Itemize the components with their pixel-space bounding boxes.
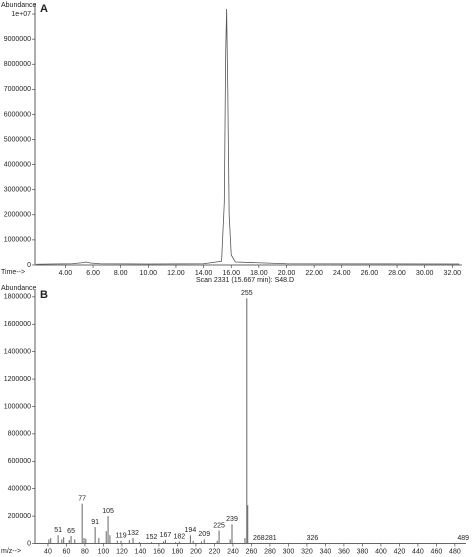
x-tick-label: 200 — [190, 548, 202, 555]
y-tick-label: 6000000 — [4, 111, 31, 118]
y-axis-label: Abundance — [1, 285, 37, 292]
y-tick-label: 7000000 — [4, 86, 31, 93]
x-tick-label: 140 — [135, 548, 147, 555]
x-tick-label: 320 — [301, 548, 313, 555]
y-tick-label: 3000000 — [4, 187, 31, 194]
chromatogram-line — [36, 9, 460, 265]
x-axis-label: m/z--> — [1, 548, 21, 555]
y-tick-label: 5000000 — [4, 136, 31, 143]
y-tick-label: 600000 — [8, 458, 31, 465]
peak-label: 132 — [127, 530, 139, 537]
peak-label: 326 — [307, 535, 319, 542]
x-tick-label: 32.00 — [444, 270, 462, 277]
x-tick-label: 40 — [44, 548, 52, 555]
x-tick-label: 8.00 — [114, 270, 128, 277]
x-tick-label: 28.00 — [388, 270, 406, 277]
x-tick-label: 80 — [81, 548, 89, 555]
y-tick-label: 800000 — [8, 431, 31, 438]
y-axis-label: Abundance — [1, 2, 37, 9]
peak-label: 239 — [226, 516, 238, 523]
peak-label: 77 — [78, 496, 86, 503]
peak-label: 119 — [115, 533, 126, 540]
x-tick-label: 120 — [116, 548, 128, 555]
y-tick-label: 0 — [27, 262, 31, 269]
peak-label: 281 — [265, 535, 277, 542]
peak-label: 225 — [213, 522, 225, 529]
x-tick-label: 240 — [227, 548, 239, 555]
y-tick-label: 1e+07 — [11, 11, 31, 18]
y-tick-label: 1600000 — [4, 321, 31, 328]
x-tick-label: 12.00 — [167, 270, 185, 277]
x-tick-label: 300 — [283, 548, 295, 555]
x-tick-label: 18.00 — [250, 270, 268, 277]
x-tick-label: 6.00 — [86, 270, 100, 277]
x-tick-label: 14.00 — [195, 270, 213, 277]
peak-label: 194 — [185, 527, 197, 534]
peak-label: 152 — [146, 534, 158, 541]
x-tick-label: 360 — [338, 548, 350, 555]
y-tick-label: 400000 — [8, 486, 31, 493]
x-tick-label: 280 — [264, 548, 276, 555]
y-tick-label: 2000000 — [4, 212, 31, 219]
y-tick-label: 1000000 — [4, 403, 31, 410]
x-tick-label: 220 — [209, 548, 221, 555]
x-tick-label: 420 — [394, 548, 406, 555]
peak-label: 65 — [67, 528, 75, 535]
x-tick-label: 10.00 — [140, 270, 158, 277]
x-tick-label: 260 — [246, 548, 258, 555]
x-tick-label: 340 — [320, 548, 332, 555]
peak-label: 489 — [457, 535, 469, 542]
y-tick-label: 0 — [27, 540, 31, 547]
x-tick-label: 440 — [412, 548, 424, 555]
peak-label: 255 — [241, 290, 253, 297]
peak-label: 209 — [198, 531, 210, 538]
peak-label: 91 — [91, 519, 99, 526]
peak-label: 182 — [173, 533, 185, 540]
peak-label: 167 — [160, 532, 172, 539]
peak-label: 268 — [253, 535, 265, 542]
x-tick-label: 4.00 — [59, 270, 73, 277]
peak-label: 51 — [54, 527, 62, 534]
x-tick-label: 180 — [172, 548, 184, 555]
x-tick-label: 60 — [63, 548, 71, 555]
peak-label: 105 — [102, 508, 114, 515]
y-tick-label: 200000 — [8, 513, 31, 520]
x-tick-label: 16.00 — [222, 270, 240, 277]
panel-label: B — [40, 289, 48, 301]
x-tick-label: 100 — [98, 548, 110, 555]
y-tick-label: 1400000 — [4, 349, 31, 356]
y-tick-label: 1200000 — [4, 376, 31, 383]
x-tick-label: 380 — [357, 548, 369, 555]
x-tick-label: 30.00 — [416, 270, 434, 277]
y-tick-label: 8000000 — [4, 61, 31, 68]
x-tick-label: 24.00 — [333, 270, 351, 277]
x-tick-label: 20.00 — [278, 270, 296, 277]
x-tick-label: 400 — [375, 548, 387, 555]
x-tick-label: 26.00 — [361, 270, 379, 277]
y-tick-label: 9000000 — [4, 36, 31, 43]
x-tick-label: 22.00 — [305, 270, 323, 277]
panel-label: A — [40, 3, 48, 15]
x-tick-label: 480 — [449, 548, 461, 555]
x-tick-label: 160 — [153, 548, 165, 555]
y-tick-label: 4000000 — [4, 161, 31, 168]
x-axis-label: Time--> — [1, 269, 25, 276]
x-tick-label: 460 — [431, 548, 443, 555]
y-tick-label: 1800000 — [4, 294, 31, 301]
y-tick-label: 1000000 — [4, 237, 31, 244]
chart-title: Scan 2331 (15.667 min): S48.D — [196, 277, 294, 284]
